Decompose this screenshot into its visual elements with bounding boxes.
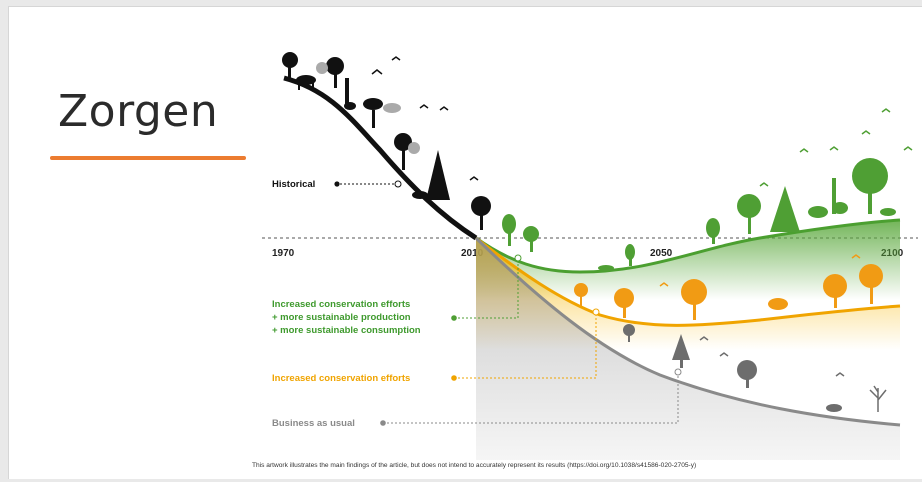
tree-icon — [316, 62, 328, 74]
bird-icon — [440, 107, 448, 110]
bird-icon — [830, 147, 838, 150]
bird-icon — [420, 105, 428, 108]
bird-icon — [392, 57, 400, 60]
tree-icon — [282, 52, 298, 78]
tree-icon — [326, 57, 344, 88]
green-label-line-1: Increased conservation efforts — [272, 299, 410, 310]
tree-icon — [502, 214, 516, 246]
tree-icon — [681, 279, 707, 320]
tree-icon — [737, 194, 761, 234]
tree-icon — [383, 103, 401, 113]
tree-icon — [363, 98, 383, 128]
orange-label: Increased conservation efforts — [272, 373, 410, 384]
bird-icon — [836, 373, 844, 376]
tree-icon — [426, 150, 450, 200]
bird-icon — [760, 183, 768, 186]
historical-label: Historical — [272, 179, 315, 190]
tree-icon — [574, 283, 588, 306]
animal-icon — [598, 265, 614, 271]
animal-icon — [768, 298, 788, 310]
tree-icon — [625, 244, 635, 266]
green-label-line-2: + more sustainable production — [272, 312, 411, 323]
bird-icon — [904, 147, 912, 150]
figure-caption: This artwork illustrates the main findin… — [252, 462, 696, 469]
tree-icon — [737, 360, 757, 388]
tree-icon — [852, 158, 888, 214]
animal-icon — [808, 206, 828, 218]
historical-leader — [334, 181, 401, 187]
green-label-line-3: + more sustainable consumption — [272, 325, 421, 336]
bird-icon — [882, 109, 890, 112]
tree-icon — [523, 226, 539, 252]
historical-silhouettes — [282, 52, 491, 230]
animal-icon — [832, 178, 848, 214]
tree-icon — [706, 218, 720, 244]
tree-icon — [870, 386, 886, 412]
bird-icon — [720, 353, 728, 356]
bird-icon — [470, 177, 478, 180]
year-2050: 2050 — [650, 248, 673, 259]
tree-icon — [770, 186, 800, 232]
tree-icon — [823, 274, 847, 308]
animal-icon — [880, 208, 896, 216]
bird-icon — [372, 70, 382, 74]
tree-icon — [408, 142, 420, 154]
animal-icon — [826, 404, 842, 412]
bird-icon — [800, 149, 808, 152]
animal-icon — [412, 191, 428, 199]
year-1970: 1970 — [272, 248, 295, 259]
grey-label: Business as usual — [272, 418, 355, 429]
tree-icon — [614, 288, 634, 318]
bird-icon — [862, 131, 870, 134]
animal-icon — [344, 78, 356, 110]
tree-icon — [471, 196, 491, 230]
